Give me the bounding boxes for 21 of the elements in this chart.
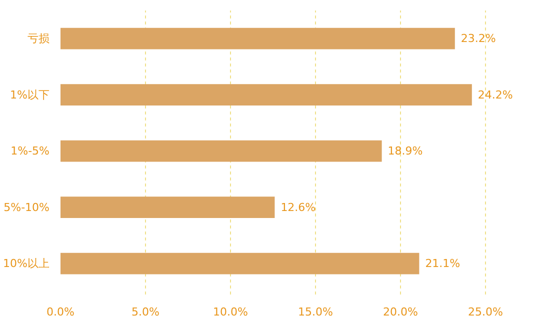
y-tick-label: 1%以下 xyxy=(10,88,50,102)
y-tick-label: 1%-5% xyxy=(10,144,50,158)
data-label: 18.9% xyxy=(388,144,423,158)
data-label: 21.1% xyxy=(425,257,460,270)
y-tick-label: 5%-10% xyxy=(4,200,50,214)
y-tick-label: 10%以上 xyxy=(3,257,50,270)
x-tick-label: 5.0% xyxy=(132,306,160,318)
bar xyxy=(60,28,455,50)
bar xyxy=(60,140,382,162)
x-tick-label: 15.0% xyxy=(298,306,333,318)
x-tick-label: 20.0% xyxy=(383,306,418,318)
y-tick-label: 亏损 xyxy=(28,32,50,46)
bar xyxy=(60,84,472,106)
bar xyxy=(60,252,420,274)
data-label: 12.6% xyxy=(280,200,316,214)
x-tick-label: 0.0% xyxy=(46,306,74,318)
x-tick-label: 10.0% xyxy=(213,306,248,318)
x-tick-label: 25.0% xyxy=(468,306,503,318)
bar xyxy=(60,196,275,218)
data-label: 24.2% xyxy=(478,88,513,102)
data-label: 23.2% xyxy=(460,32,496,46)
